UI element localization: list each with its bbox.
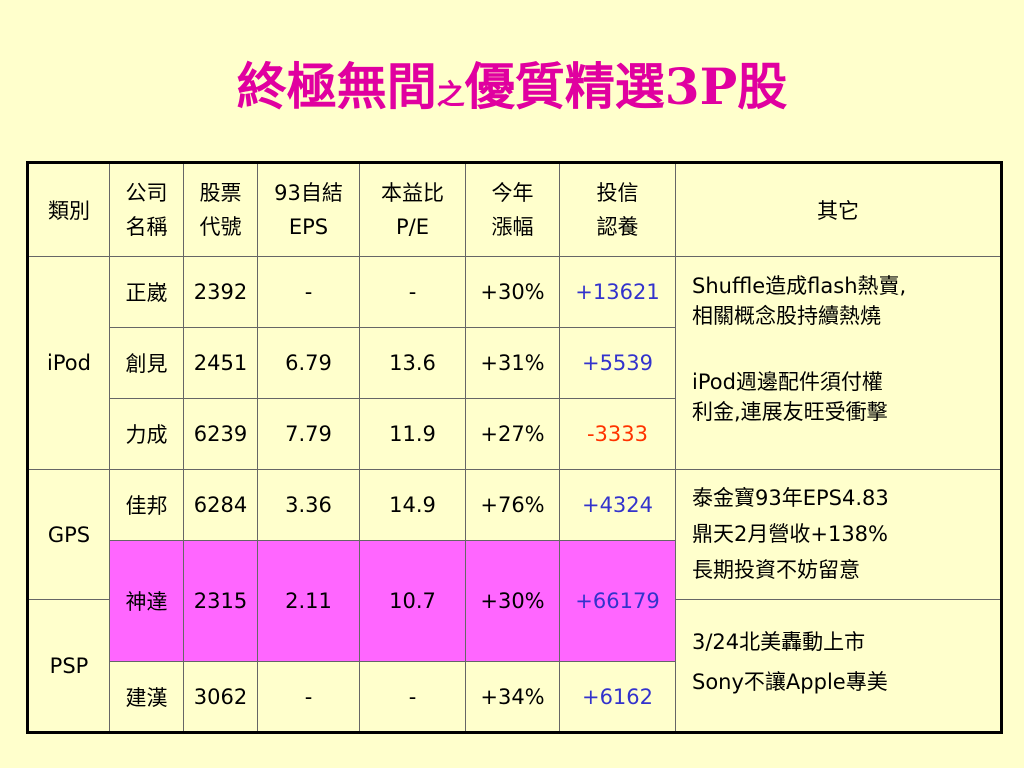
header-eps: 93自結 EPS (257, 162, 360, 257)
company-name: 正崴 (109, 256, 184, 328)
company-name: 神達 (109, 540, 184, 662)
trust-value: +6162 (559, 661, 676, 733)
category-psp: PSP (27, 599, 110, 733)
header-category: 類別 (27, 162, 110, 257)
trust-value: -3333 (559, 398, 676, 470)
eps-value: - (257, 256, 360, 328)
company-name: 佳邦 (109, 469, 184, 541)
header-pe: 本益比 P/E (359, 162, 466, 257)
company-name: 建漢 (109, 661, 184, 733)
header-code: 股票 代號 (183, 162, 258, 257)
table-row-spacer: PSP 3/24北美轟動上市 Sony不讓Apple專美 (27, 599, 1002, 733)
table-row: GPS 佳邦 6284 3.36 14.9 +76% +4324 泰金寶93年E… (27, 469, 1002, 600)
stock-code: 2392 (183, 256, 258, 328)
pe-value: 13.6 (359, 327, 466, 399)
table-row: 建漢 3062 - - +34% +6162 (28, 661, 1002, 733)
eps-value: - (257, 661, 360, 733)
trust-value: +4324 (559, 469, 676, 541)
header-ytd: 今年 漲幅 (465, 162, 560, 257)
ytd-value: +30% (465, 540, 560, 662)
ytd-value: +31% (465, 327, 560, 399)
header-company: 公司 名稱 (109, 162, 184, 257)
pe-value: 10.7 (359, 540, 466, 662)
trust-value: +5539 (559, 327, 676, 399)
pe-value: - (359, 661, 466, 733)
stock-code: 3062 (183, 661, 258, 733)
eps-value: 7.79 (257, 398, 360, 470)
stock-code: 2315 (183, 540, 258, 662)
eps-value: 3.36 (257, 469, 360, 541)
ytd-value: +34% (465, 661, 560, 733)
pe-value: 11.9 (359, 398, 466, 470)
page-title: 終極無間之優質精選3P股 (236, 57, 788, 116)
stock-code: 2451 (183, 327, 258, 399)
stock-table: 類別 公司 名稱 股票 代號 93自結 EPS 本益比 P/E 今年 漲幅 投信 認養 其它… (26, 161, 1003, 734)
table-row: iPod 正崴 2392 - - +30% +13621 Shuffle造成fl… (27, 256, 1002, 470)
note-ipod: Shuffle造成flash熱賣, 相關概念股持續熱燒 iPod週邊配件須付權 利金… (675, 256, 1002, 470)
trust-value: +66179 (559, 540, 676, 662)
table-row-highlighted: 神達 2315 2.11 10.7 +30% +66179 (28, 540, 1002, 662)
ytd-value: +30% (465, 256, 560, 328)
ytd-value: +27% (465, 398, 560, 470)
company-name: 創見 (109, 327, 184, 399)
header-trust: 投信 認養 (559, 162, 676, 257)
category-gps: GPS (27, 469, 110, 600)
category-ipod: iPod (27, 256, 110, 470)
trust-value: +13621 (559, 256, 676, 328)
stock-code: 6284 (183, 469, 258, 541)
header-other: 其它 (675, 162, 1002, 257)
stock-code: 6239 (183, 398, 258, 470)
eps-value: 6.79 (257, 327, 360, 399)
company-name: 力成 (109, 398, 184, 470)
eps-value: 2.11 (257, 540, 360, 662)
note-psp: 3/24北美轟動上市 Sony不讓Apple專美 (675, 599, 1002, 733)
ytd-value: +76% (465, 469, 560, 541)
pe-value: - (359, 256, 466, 328)
header-row: 類別 公司 名稱 股票 代號 93自結 EPS 本益比 P/E 今年 漲幅 投信 認養 其它 (27, 162, 1002, 257)
pe-value: 14.9 (359, 469, 466, 541)
note-gps: 泰金寶93年EPS4.83 鼎天2月營收+138% 長期投資不妨留意 (675, 469, 1002, 600)
table-row: 力成 6239 7.79 11.9 +27% -3333 (28, 398, 1002, 470)
